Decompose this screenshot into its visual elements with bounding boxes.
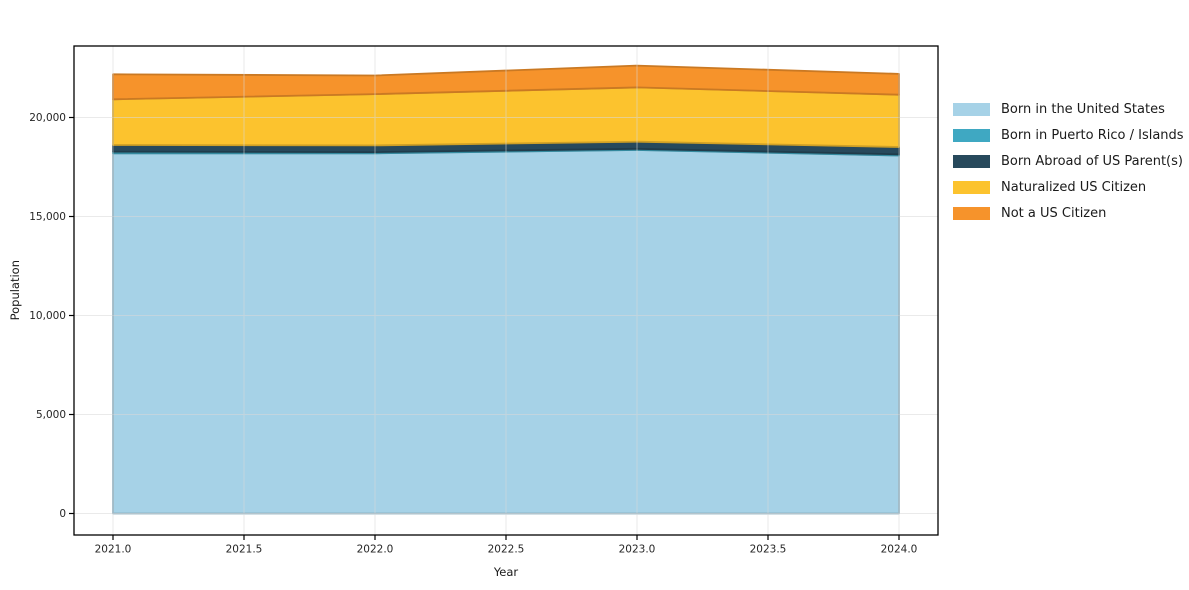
y-tick-label: 5,000 (36, 409, 66, 421)
y-axis-label: Population (8, 260, 22, 321)
y-tick-label: 15,000 (29, 211, 66, 223)
x-tick-label: 2022.0 (357, 544, 394, 556)
x-tick-label: 2021.0 (95, 544, 132, 556)
gridlines (74, 46, 938, 535)
legend-swatch-icon (953, 102, 990, 116)
x-tick-label: 2023.0 (619, 544, 656, 556)
legend-label: Born Abroad of US Parent(s) (1001, 153, 1183, 169)
legend-swatch-icon (953, 206, 990, 220)
legend-item-not-a-us-citizen: Not a US Citizen (953, 205, 1184, 221)
legend-item-born-in-puerto-rico-islands: Born in Puerto Rico / Islands (953, 127, 1184, 143)
x-tick-label: 2024.0 (881, 544, 918, 556)
legend-item-born-in-the-united-states: Born in the United States (953, 101, 1184, 117)
legend-label: Born in the United States (1001, 101, 1165, 117)
legend-item-born-abroad-of-us-parent-s: Born Abroad of US Parent(s) (953, 153, 1184, 169)
x-tick-label: 2021.5 (226, 544, 263, 556)
legend-swatch-icon (953, 180, 990, 194)
legend-swatch-icon (953, 128, 990, 142)
legend: Born in the United States Born in Puerto … (953, 102, 1184, 232)
y-tick-label: 0 (59, 508, 66, 520)
legend-label: Not a US Citizen (1001, 205, 1107, 221)
y-tick-label: 10,000 (29, 310, 66, 322)
y-tick-label: 20,000 (29, 112, 66, 124)
legend-item-naturalized-us-citizen: Naturalized US Citizen (953, 179, 1184, 195)
legend-swatch-icon (953, 154, 990, 168)
legend-label: Born in Puerto Rico / Islands (1001, 127, 1184, 143)
x-tick-label: 2022.5 (488, 544, 525, 556)
x-axis-label: Year (493, 565, 519, 579)
legend-label: Naturalized US Citizen (1001, 179, 1147, 195)
y-axis-label-container: Population (4, 46, 26, 535)
x-tick-label: 2023.5 (750, 544, 787, 556)
